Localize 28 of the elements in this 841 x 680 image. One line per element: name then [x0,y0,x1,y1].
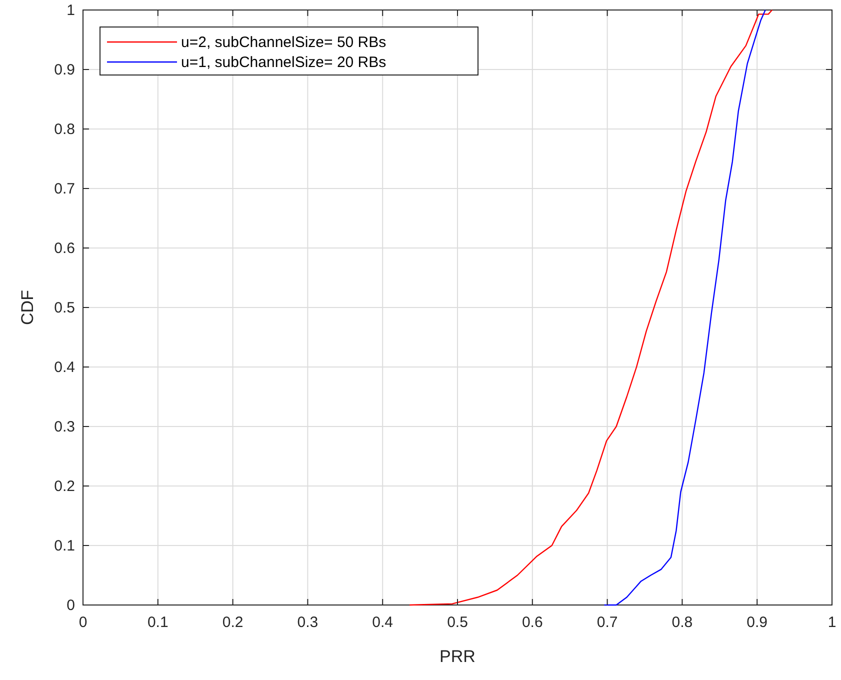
x-tick-label: 0.4 [372,614,394,631]
y-tick-label: 0.8 [54,121,75,138]
legend-label: u=2, subChannelSize= 50 RBs [181,34,386,51]
x-tick-label: 0.9 [746,614,768,631]
y-tick-label: 0.6 [54,240,75,257]
x-axis-title: PRR [440,647,476,666]
line-series [408,9,773,606]
y-tick-label: 0.1 [54,538,75,554]
x-tick-label: 1 [828,614,836,631]
x-tick-label: 0 [78,614,88,631]
y-tick-label: 0.2 [54,478,75,495]
y-axis-title: CDF [18,290,37,325]
x-tick-label: 0.5 [447,614,468,631]
y-tick-label: 0.5 [54,300,75,316]
y-tick-label: 1 [66,2,75,19]
x-tick-label: 0.3 [297,614,318,631]
y-tick-label: 0.3 [54,418,75,436]
legend-label: u=1, subChannelSize= 20 RBs [181,54,386,71]
x-tick-label: 0.8 [672,614,693,631]
y-tick-label: 0.4 [54,359,75,376]
x-tick-label: 0.2 [222,614,244,631]
line-series [604,9,766,606]
y-tick-label: 0.7 [54,180,75,198]
y-tick-label: 0 [66,597,75,614]
x-tick-label: 0.6 [522,614,543,631]
x-tick-label: 0.1 [147,614,168,631]
x-tick-label: 0.7 [596,614,618,631]
y-tick-label: 0.9 [54,62,75,78]
